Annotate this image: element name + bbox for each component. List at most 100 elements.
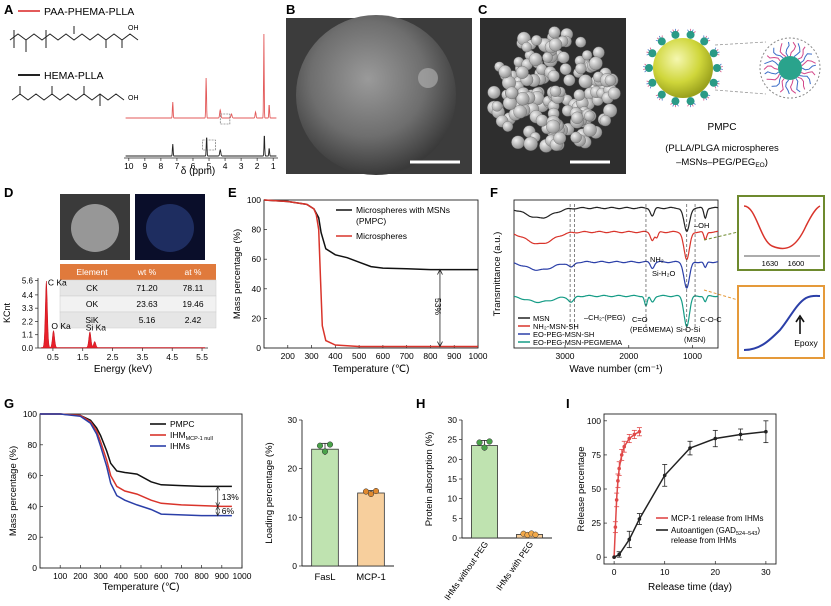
f-inset-top-curve	[743, 205, 821, 250]
i-datapoint	[616, 479, 620, 483]
peg-chain-zoom	[799, 75, 811, 85]
g-xtick-label: 200	[73, 571, 87, 581]
g-ytick-label: 80	[28, 440, 38, 450]
sem-bead	[549, 85, 562, 97]
i-datapoint	[764, 429, 768, 434]
sem-surface-feature	[418, 68, 438, 88]
h-category-label: IHMs with PEG	[494, 539, 535, 592]
panel-c: C PMPC (PLLA/PLGA microspheres –MSNs–PEG…	[478, 2, 821, 174]
nmr-tick-label: 3	[239, 161, 244, 171]
g-series-2	[40, 413, 232, 517]
msn-particle	[671, 97, 680, 106]
e-xtick-label: 700	[400, 351, 414, 361]
msn-particle	[645, 64, 653, 72]
e-legend-label-1: Microspheres	[356, 231, 407, 241]
g-annotation-label: 13%	[222, 492, 239, 502]
g-ytick-label: 40	[28, 501, 38, 511]
tga-chart-g: 100 200 300 400 500 600 700 800 900 1000 0 20 40 60 80…	[8, 409, 252, 593]
panel-letter-a: A	[4, 2, 14, 17]
msn-particle	[648, 78, 657, 87]
nmr-tick-label: 4	[223, 161, 228, 171]
eds-ytick-label: 0.0	[22, 344, 34, 353]
eds-table-header-cell: at %	[184, 267, 201, 277]
nmr-tick-label: 10	[124, 161, 134, 171]
sem-bead	[607, 87, 621, 100]
h-ylabel: Protein absorption (%)	[424, 432, 435, 527]
sem-bead	[599, 114, 612, 127]
g2-datapoint	[321, 448, 329, 455]
f-epoxy-arrow	[795, 314, 805, 334]
eds-xlabel: Energy (keV)	[94, 364, 152, 375]
sem-bead	[575, 36, 587, 48]
eds-table-cell: 23.63	[136, 299, 158, 309]
i-datapoint	[617, 466, 621, 471]
msn-particle	[709, 78, 718, 87]
nmr-tick-label: 1	[271, 161, 276, 171]
eds-spectrum-fill	[40, 281, 206, 349]
sem-bead	[583, 123, 597, 137]
sem-bead	[531, 34, 542, 46]
g2-ytick-label: 30	[288, 415, 298, 425]
sem-bead-cluster	[487, 26, 621, 153]
nmr-plot: 10 9 8 7 6 5 4 3 2 1	[124, 33, 278, 171]
eds-table-cell: 78.11	[183, 283, 204, 293]
eds-xtick-label: 0.5	[47, 352, 59, 362]
f-annotation: Si-H₂O	[652, 269, 675, 278]
f-annotation: (MSN)	[684, 335, 706, 344]
f-series-3	[514, 294, 719, 328]
sem-bead	[542, 52, 553, 63]
eds-table-cell: SiK	[85, 315, 99, 325]
sem-bead	[502, 121, 514, 132]
peg-chain-zoom	[800, 53, 813, 64]
panel-letter-e: E	[228, 185, 237, 200]
i-datapoint	[637, 517, 642, 521]
g2-datapoint	[326, 441, 334, 448]
sem-bead	[571, 111, 584, 124]
nmr-tick-label: 6	[191, 161, 196, 171]
g-ylabel: Mass percentage (%)	[8, 446, 19, 536]
peg-chain-zoom	[785, 41, 790, 57]
eds-xtick-label: 4.5	[166, 352, 178, 362]
i-ytick-label: 25	[592, 518, 602, 528]
chem-oh-1: OH	[128, 25, 139, 32]
e-xtick-label: 400	[328, 351, 342, 361]
eds-table-header-cell: Element	[76, 267, 108, 277]
sem-bead	[548, 26, 561, 39]
eds-peak-label: C Ka	[48, 278, 67, 288]
peg-chain-zoom	[773, 47, 784, 59]
f-annotation: NH₂	[650, 255, 664, 264]
e-ytick-label: 0	[256, 343, 261, 353]
sem-bead	[535, 114, 549, 127]
sem-bead	[573, 89, 586, 101]
i-datapoint	[617, 552, 621, 557]
sem-bead	[575, 62, 587, 75]
e-series-1	[263, 199, 478, 348]
peg-chain-zoom	[779, 43, 787, 58]
f-inset-bottom-connector	[703, 289, 739, 301]
peg-chain-zoom	[797, 76, 806, 90]
i-datapoint	[613, 525, 618, 529]
i-datapoint	[627, 436, 632, 441]
i-datapoint	[688, 446, 692, 450]
eds-xtick-label: 5.5	[196, 352, 208, 362]
e-ytick-label: 60	[252, 254, 262, 264]
eds-xtick-label: 1.5	[77, 352, 89, 362]
g2-category-label: FasL	[314, 572, 335, 583]
g-xtick-label: 700	[174, 571, 188, 581]
g2-datapoint	[362, 488, 370, 495]
i-xtick-label: 0	[612, 567, 617, 577]
eds-table: Element wt % at % CK 71.20 78.11 OK 23.63 19.46 S…	[59, 264, 217, 329]
h-bar	[471, 445, 498, 539]
i-datapoint	[637, 429, 642, 434]
g2-ylabel: Loading percentage (%)	[264, 442, 275, 543]
g-ytick-label: 20	[28, 532, 38, 542]
f-annotation: (PEGMEMA)	[630, 325, 674, 334]
nmr-tick-label: 5	[207, 161, 212, 171]
f-series-0	[513, 206, 719, 233]
sem-bead	[604, 74, 617, 86]
sem-bead	[584, 110, 595, 122]
eds-table-cell: 5.16	[139, 315, 156, 325]
panel-h: H 0 5 10 15 20 25 30 IHMs without PEG IHMs with …	[416, 396, 552, 602]
nmr-spectrum-hema	[125, 135, 277, 157]
eds-map-particle	[146, 204, 194, 252]
